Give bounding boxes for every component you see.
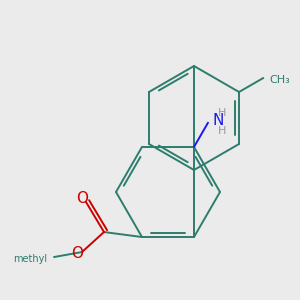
Text: H: H bbox=[218, 108, 226, 118]
Text: N: N bbox=[213, 113, 224, 128]
Text: O: O bbox=[76, 190, 88, 206]
Text: CH₃: CH₃ bbox=[269, 75, 290, 85]
Text: H: H bbox=[218, 126, 226, 136]
Text: O: O bbox=[71, 245, 83, 260]
Text: methyl: methyl bbox=[13, 254, 47, 264]
